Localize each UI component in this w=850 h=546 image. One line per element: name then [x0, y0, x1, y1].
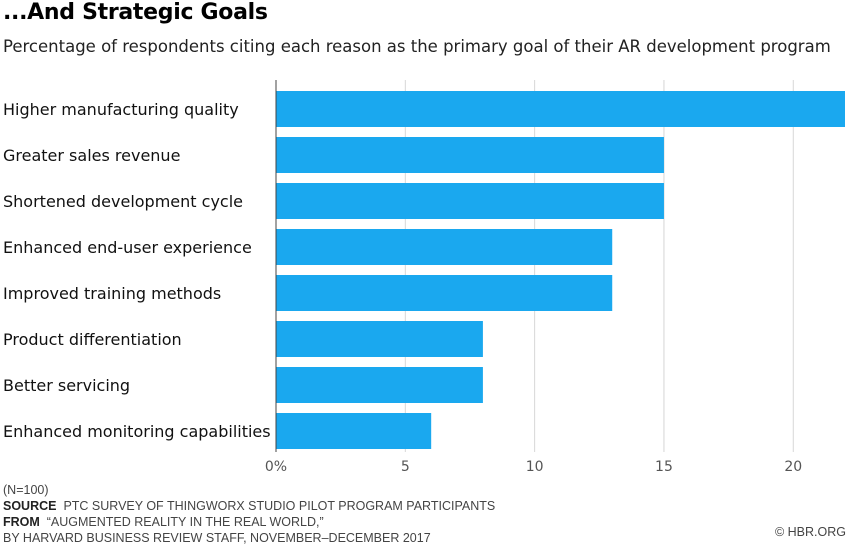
- tick-label-10: 10: [526, 459, 544, 475]
- bar-5: [276, 321, 483, 357]
- chart-title: ...And Strategic Goals: [3, 0, 268, 25]
- source-text: PTC SURVEY OF THINGWORX STUDIO PILOT PRO…: [63, 499, 496, 513]
- category-label-7: Enhanced monitoring capabilities: [3, 422, 271, 441]
- tick-label-0: 0%: [265, 459, 287, 475]
- bar-chart: Higher manufacturing quality Greater sale…: [3, 80, 845, 475]
- category-label-5: Product differentiation: [3, 330, 182, 349]
- from-label: FROM: [3, 515, 40, 529]
- byline: BY HARVARD BUSINESS REVIEW STAFF, NOVEMB…: [3, 531, 431, 545]
- bar-6: [276, 367, 483, 403]
- category-label-3: Enhanced end-user experience: [3, 238, 252, 257]
- bar-4: [276, 275, 613, 311]
- bar-3: [276, 229, 613, 265]
- category-label-0: Higher manufacturing quality: [3, 100, 239, 119]
- tick-label-5: 5: [401, 459, 410, 475]
- category-label-6: Better servicing: [3, 376, 130, 395]
- bar-0: [276, 91, 845, 127]
- chart-footer: (N=100) SOURCE PTC SURVEY OF THINGWORX S…: [3, 482, 495, 546]
- tick-label-15: 15: [655, 459, 673, 475]
- sample-size-note: (N=100): [3, 483, 49, 497]
- source-label: SOURCE: [3, 499, 57, 513]
- copyright: © HBR.ORG: [774, 525, 846, 539]
- category-label-4: Improved training methods: [3, 284, 221, 303]
- source-line: SOURCE PTC SURVEY OF THINGWORX STUDIO PI…: [3, 498, 495, 514]
- tick-label-20: 20: [784, 459, 802, 475]
- from-text: “AUGMENTED REALITY IN THE REAL WORLD,”: [46, 515, 324, 529]
- category-label-2: Shortened development cycle: [3, 192, 243, 211]
- category-label-1: Greater sales revenue: [3, 146, 180, 165]
- from-line: FROM “AUGMENTED REALITY IN THE REAL WORL…: [3, 514, 495, 530]
- bar-2: [276, 183, 664, 219]
- bar-1: [276, 137, 664, 173]
- chart-subtitle: Percentage of respondents citing each re…: [3, 37, 831, 56]
- bar-7: [276, 413, 432, 449]
